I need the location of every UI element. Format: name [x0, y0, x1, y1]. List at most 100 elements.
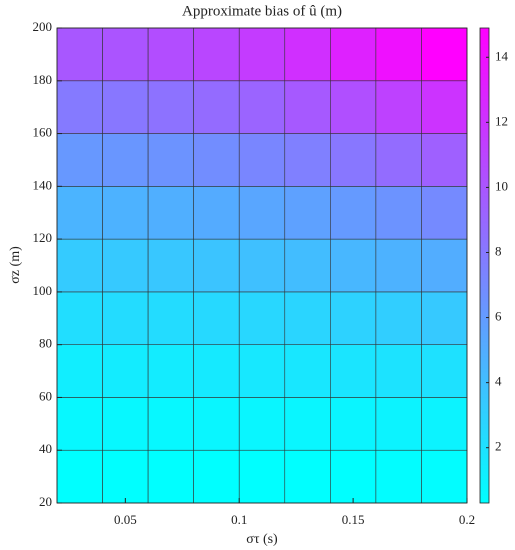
x-axis-label: στ (s) [246, 532, 278, 547]
heat-cell [375, 80, 422, 134]
heat-cell [102, 449, 149, 504]
heat-cell [193, 27, 240, 82]
heat-cell [375, 27, 422, 82]
heat-cell [238, 133, 286, 187]
heat-cell [284, 238, 331, 293]
heat-cell [330, 27, 377, 82]
y-tick-label: 20 [39, 494, 52, 509]
y-tick-label: 60 [39, 388, 52, 403]
colorbar-tick-label: 12 [495, 113, 508, 128]
heat-cell [284, 291, 331, 345]
heat-cell [284, 27, 331, 82]
y-tick-label: 180 [33, 72, 53, 87]
x-tick-label: 0.05 [114, 512, 137, 527]
heat-cell [238, 80, 286, 134]
heat-cell [284, 397, 331, 451]
heat-cell [102, 27, 149, 82]
heat-cell [102, 238, 149, 293]
heat-cell [147, 291, 194, 345]
heat-cell [147, 80, 194, 134]
x-tick-label: 0.15 [342, 512, 365, 527]
colorbar-tick-label: 14 [495, 48, 509, 63]
heat-cell [56, 27, 103, 82]
heat-cell [102, 186, 149, 240]
heat-cell [102, 344, 149, 398]
colorbar-tick-label: 6 [495, 309, 502, 324]
heat-cell [238, 186, 286, 240]
heat-cell [147, 344, 194, 398]
heat-cell [375, 344, 422, 398]
heat-cell [330, 238, 377, 293]
heat-cell [375, 397, 422, 451]
heat-cell [147, 449, 194, 504]
heat-cell [238, 449, 286, 504]
heat-cell [56, 133, 103, 187]
y-tick-label: 140 [33, 177, 53, 192]
heat-cell [421, 186, 468, 240]
heat-cell [284, 80, 331, 134]
heat-cell [193, 449, 240, 504]
heat-cell [421, 291, 468, 345]
heat-cell [56, 238, 103, 293]
heat-cell [56, 397, 103, 451]
y-tick-label: 40 [39, 441, 52, 456]
heat-cell [375, 291, 422, 345]
heat-cell [330, 344, 377, 398]
heat-cell [330, 186, 377, 240]
heat-cell [102, 80, 149, 134]
heat-cell [238, 238, 286, 293]
heat-cell [102, 133, 149, 187]
heat-cell [421, 133, 468, 187]
colorbar-tick-label: 8 [495, 243, 502, 258]
heat-cell [421, 238, 468, 293]
heat-cell [147, 238, 194, 293]
heat-cell [421, 449, 468, 504]
heat-cell [102, 291, 149, 345]
heat-cell [284, 186, 331, 240]
heat-cell [421, 344, 468, 398]
colorbar [479, 27, 490, 504]
heat-cell [147, 133, 194, 187]
y-tick-label: 100 [33, 283, 53, 298]
heat-cell [375, 133, 422, 187]
x-tick-label: 0.2 [459, 512, 475, 527]
heat-cell [375, 449, 422, 504]
heat-cell [193, 186, 240, 240]
heat-cell [421, 27, 468, 82]
heat-cell [330, 291, 377, 345]
y-axis-label: σz (m) [8, 246, 23, 284]
heat-cell [193, 133, 240, 187]
heat-cell [56, 291, 103, 345]
heat-cell [56, 344, 103, 398]
heat-cell [421, 80, 468, 134]
heat-cell [421, 397, 468, 451]
y-tick-label: 200 [33, 19, 53, 34]
heat-cell [330, 397, 377, 451]
heat-cell [147, 397, 194, 451]
colorbar-tick-label: 4 [495, 374, 502, 389]
heat-cell [238, 344, 286, 398]
heat-cell [284, 133, 331, 187]
colorbar-tick-label: 10 [495, 178, 508, 193]
y-tick-label: 160 [33, 125, 53, 140]
heat-cell [193, 397, 240, 451]
heat-cell [56, 186, 103, 240]
heat-cell [147, 27, 194, 82]
heat-cell [375, 238, 422, 293]
x-tick-label: 0.1 [231, 512, 247, 527]
heat-cell [193, 80, 240, 134]
heat-cell [238, 27, 286, 82]
heat-cell [102, 397, 149, 451]
heat-cell [193, 291, 240, 345]
colorbar-tick-label: 2 [495, 439, 502, 454]
heat-cell [284, 344, 331, 398]
heat-cell [56, 80, 103, 134]
y-tick-label: 80 [39, 336, 52, 351]
heat-cell [238, 291, 286, 345]
heat-cell [330, 80, 377, 134]
heat-cell [193, 344, 240, 398]
y-tick-label: 120 [33, 230, 53, 245]
heat-cell [375, 186, 422, 240]
heat-cell [238, 397, 286, 451]
